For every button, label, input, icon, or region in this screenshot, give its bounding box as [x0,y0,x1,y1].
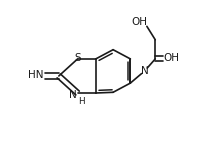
Text: HN: HN [28,70,43,80]
Text: H: H [78,97,85,106]
Text: S: S [74,53,81,62]
Text: N: N [69,90,77,100]
Text: N: N [141,66,149,76]
Text: OH: OH [164,53,180,63]
Text: OH: OH [131,17,147,27]
